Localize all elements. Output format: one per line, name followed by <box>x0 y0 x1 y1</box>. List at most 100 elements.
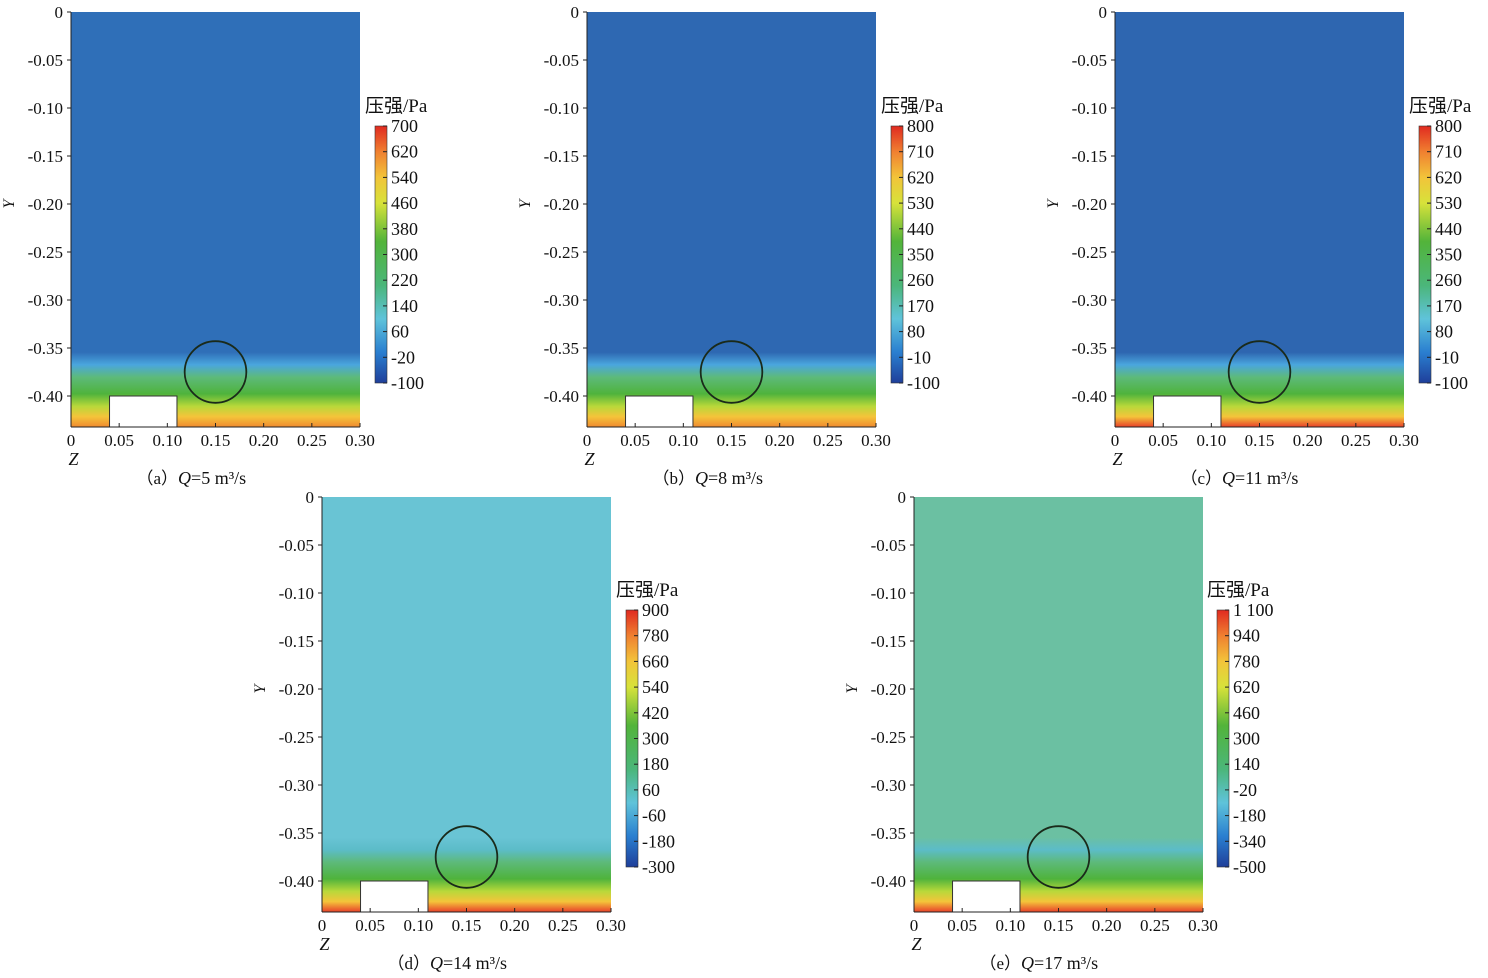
panel-b: 0 -0.05 -0.10 -0.15 -0.20 -0.25 -0.30 -0.35 -0.4… <box>517 3 944 488</box>
colorbar-tick-label: 620 <box>1233 677 1260 697</box>
caption-flow: =11 m³/s <box>1235 468 1298 488</box>
obstacle-block <box>625 395 694 428</box>
colorbar-tick-label: 660 <box>642 651 669 671</box>
y-tick-label: -0.25 <box>279 728 314 747</box>
y-tick-label: -0.25 <box>544 243 579 262</box>
cylinder-outline <box>1026 825 1091 889</box>
colorbar-tick-label: 350 <box>1435 245 1462 265</box>
colorbar-tick-label: 460 <box>391 193 418 213</box>
y-tick-label: -0.15 <box>1072 147 1107 166</box>
colorbar-tick-label: 800 <box>1435 116 1462 136</box>
colorbar-tick-label: 540 <box>642 677 669 697</box>
y-tick-label: -0.10 <box>28 99 63 118</box>
y-tick-label: -0.30 <box>28 291 63 310</box>
obstacle-block <box>109 395 178 428</box>
contour-field <box>71 12 360 427</box>
colorbar-title: 压强/Pa <box>881 96 944 117</box>
x-tick-label: 0.20 <box>249 431 279 450</box>
caption-label: （a） <box>137 469 179 488</box>
colorbar-tick-label: 620 <box>1435 167 1462 187</box>
x-tick-label: 0.05 <box>104 431 134 450</box>
colorbar-title: 压强/Pa <box>1207 580 1270 601</box>
x-tick-label: 0.25 <box>1140 916 1170 935</box>
cylinder-outline <box>183 340 248 404</box>
x-tick-label: 0.10 <box>668 431 698 450</box>
contour-field <box>322 497 611 912</box>
x-tick-label: 0.30 <box>1188 916 1218 935</box>
colorbar-tick-label: 300 <box>1233 729 1260 749</box>
panel-caption: （e）Q=17 m³/s <box>980 953 1099 973</box>
x-tick-label: 0.15 <box>452 916 482 935</box>
x-tick-label: 0.10 <box>152 431 182 450</box>
cylinder-outline <box>434 825 499 889</box>
colorbar-tick-label: -10 <box>907 347 931 367</box>
x-tick-label: 0.05 <box>1148 431 1178 450</box>
x-axis-title: Z <box>68 449 79 469</box>
x-tick-label: 0.20 <box>765 431 795 450</box>
x-axis-title: Z <box>911 934 922 954</box>
caption-label: （b） <box>653 469 696 488</box>
y-tick-label: -0.15 <box>28 147 63 166</box>
cylinder-outline <box>699 340 764 404</box>
panel-d: 0 -0.05 -0.10 -0.15 -0.20 -0.25 -0.30 -0.35 -0.4… <box>252 488 679 973</box>
colorbar-tick-label: -20 <box>391 347 415 367</box>
x-tick-label: 0 <box>910 916 919 935</box>
y-axis-title: Y <box>844 682 861 693</box>
colorbar-tick-label: 710 <box>907 142 934 162</box>
y-tick-label: -0.15 <box>544 147 579 166</box>
panel-caption: （a）Q=5 m³/s <box>137 468 247 488</box>
obstacle-block <box>952 880 1021 913</box>
y-tick-label: -0.10 <box>544 99 579 118</box>
y-tick-label: -0.40 <box>28 387 63 406</box>
x-tick-label: 0 <box>318 916 327 935</box>
colorbar-tick-label: -340 <box>1233 831 1266 851</box>
y-axis-title: Y <box>1045 197 1062 208</box>
x-tick-label: 0.20 <box>1092 916 1122 935</box>
x-tick-label: 0.15 <box>717 431 747 450</box>
y-tick-label: -0.30 <box>279 776 314 795</box>
y-tick-label: -0.40 <box>544 387 579 406</box>
x-tick-label: 0.15 <box>1044 916 1074 935</box>
panel-caption: （b）Q=8 m³/s <box>653 468 764 488</box>
caption-flow: =17 m³/s <box>1034 953 1098 973</box>
y-tick-label: -0.05 <box>28 51 63 70</box>
colorbar-tick-label: 140 <box>391 296 418 316</box>
colorbar-tick-label: 60 <box>642 780 660 800</box>
x-tick-label: 0.30 <box>861 431 891 450</box>
caption-flow: =8 m³/s <box>708 468 763 488</box>
colorbar-title: 压强/Pa <box>616 580 679 601</box>
panel-caption: （c）Q=11 m³/s <box>1181 468 1299 488</box>
caption-label: （d） <box>388 954 431 973</box>
caption-q: Q <box>430 953 443 973</box>
colorbar-tick-label: 700 <box>391 116 418 136</box>
y-tick-label: -0.05 <box>871 536 906 555</box>
y-tick-label: -0.40 <box>871 872 906 891</box>
colorbar-tick-label: 140 <box>1233 754 1260 774</box>
y-tick-label: -0.25 <box>1072 243 1107 262</box>
y-tick-label: -0.20 <box>871 680 906 699</box>
colorbar-tick-label: 350 <box>907 245 934 265</box>
colorbar-tick-label: 620 <box>391 142 418 162</box>
colorbar-tick-label: 300 <box>391 245 418 265</box>
colorbar-tick-label: -100 <box>391 373 424 393</box>
colorbar-title: 压强/Pa <box>1409 96 1472 117</box>
y-axis-title: Y <box>517 197 534 208</box>
y-tick-label: -0.20 <box>544 195 579 214</box>
colorbar-tick-label: 80 <box>907 322 925 342</box>
colorbar-tick-label: -10 <box>1435 347 1459 367</box>
contour-field <box>1115 12 1404 427</box>
panel-caption: （d）Q=14 m³/s <box>388 953 508 973</box>
caption-q: Q <box>1222 468 1235 488</box>
x-tick-label: 0.15 <box>1245 431 1275 450</box>
colorbar-tick-label: 800 <box>907 116 934 136</box>
colorbar-tick-label: 620 <box>907 167 934 187</box>
caption-flow: =5 m³/s <box>191 468 246 488</box>
colorbar-title: 压强/Pa <box>365 96 428 117</box>
colorbar-tick-label: 1 100 <box>1233 600 1274 620</box>
colorbar-tick-label: 940 <box>1233 626 1260 646</box>
caption-q: Q <box>178 468 191 488</box>
y-tick-label: 0 <box>571 3 580 22</box>
y-tick-label: 0 <box>55 3 64 22</box>
